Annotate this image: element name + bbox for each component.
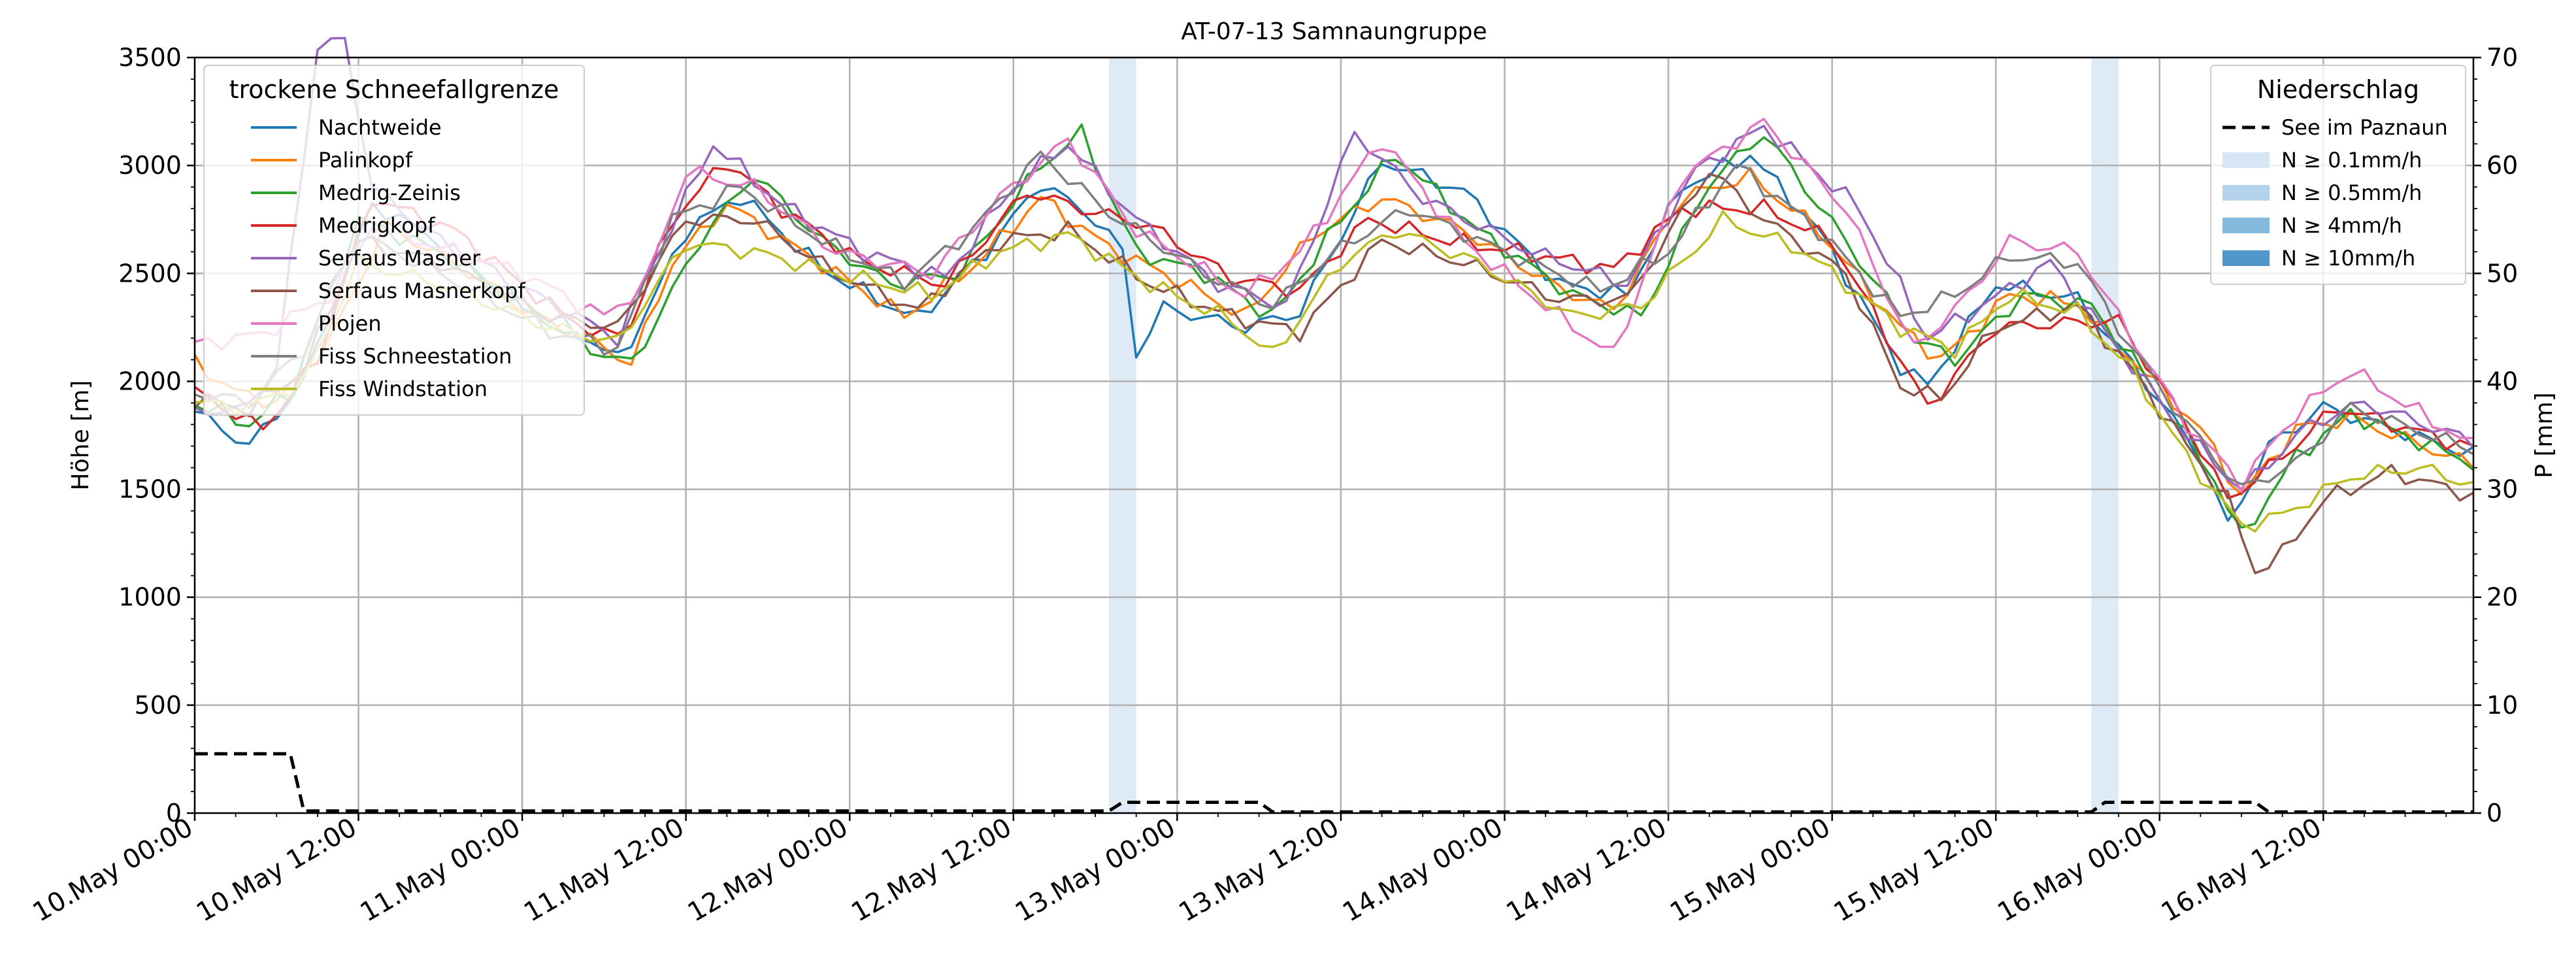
precip-series-line (195, 752, 2473, 814)
legend-entry: Plojen (318, 311, 382, 336)
legend-entry: Nachtweide (318, 115, 442, 140)
legend-snowline: trockene Schneefallgrenze Nachtweide Palin… (203, 65, 585, 416)
legend-entry: Fiss Windstation (318, 376, 487, 401)
y-tick-label-right: 30 (2486, 475, 2518, 504)
legend-title: trockene Schneefallgrenze (229, 75, 559, 104)
y-tick-label-left: 0 (166, 799, 182, 827)
legend-entry: Fiss Schneestation (318, 344, 512, 369)
legend-entry: See im Paznaun (2281, 115, 2448, 140)
y-tick-label-left: 1000 (118, 583, 182, 612)
legend-entry: N ≥ 10mm/h (2281, 246, 2415, 271)
legend-entry: Medrigkopf (318, 213, 435, 238)
plot-frame (193, 56, 2475, 814)
y-tick-label-left: 1500 (118, 475, 182, 504)
legend-title: Niederschlag (2257, 75, 2419, 104)
legend-entry: N ≥ 4mm/h (2281, 213, 2402, 238)
y-tick-label-right: 0 (2486, 799, 2502, 827)
legend-entry: N ≥ 0.5mm/h (2281, 180, 2422, 205)
precip-band (2091, 58, 2119, 813)
y-axis-label-right: P [mm] (2531, 392, 2558, 478)
precip-bands (1108, 58, 2119, 813)
y-tick-label-left: 2500 (118, 259, 182, 288)
legend-swatch (2222, 218, 2270, 233)
precip-line (195, 752, 2473, 814)
y-tick-label-right: 50 (2486, 259, 2518, 288)
legend-box (203, 65, 585, 416)
legend-entry: Serfaus Masner (318, 246, 481, 271)
y-tick-label-right: 60 (2486, 151, 2518, 180)
legend-swatch (2222, 185, 2270, 201)
y-tick-label-left: 3000 (118, 151, 182, 180)
legend-swatch (2222, 250, 2270, 266)
y-tick-label-right: 10 (2486, 691, 2518, 720)
legend-box (2210, 65, 2466, 285)
y-tick-label-left: 3500 (118, 43, 182, 72)
legend-entry: Palinkopf (318, 148, 413, 173)
precip-band (1108, 58, 1136, 813)
y-tick-label-right: 70 (2486, 43, 2518, 72)
legend-swatch (2222, 152, 2270, 168)
legend-entry: Medrig-Zeinis (318, 180, 461, 205)
y-tick-label-right: 20 (2486, 583, 2518, 612)
legend-entry: N ≥ 0.1mm/h (2281, 148, 2422, 173)
y-tick-label-left: 500 (134, 691, 182, 720)
y-tick-label-left: 2000 (118, 367, 182, 395)
y-tick-label-right: 40 (2486, 367, 2518, 395)
legend-entry: Serfaus Masnerkopf (318, 278, 525, 303)
chart-title: AT-07-13 Samnaungruppe (1181, 18, 1487, 45)
legend-precipitation: Niederschlag See im Paznaun N ≥ 0.1mm/h N ≥… (2210, 65, 2466, 285)
y-axis-label-left: Höhe [m] (67, 380, 94, 491)
